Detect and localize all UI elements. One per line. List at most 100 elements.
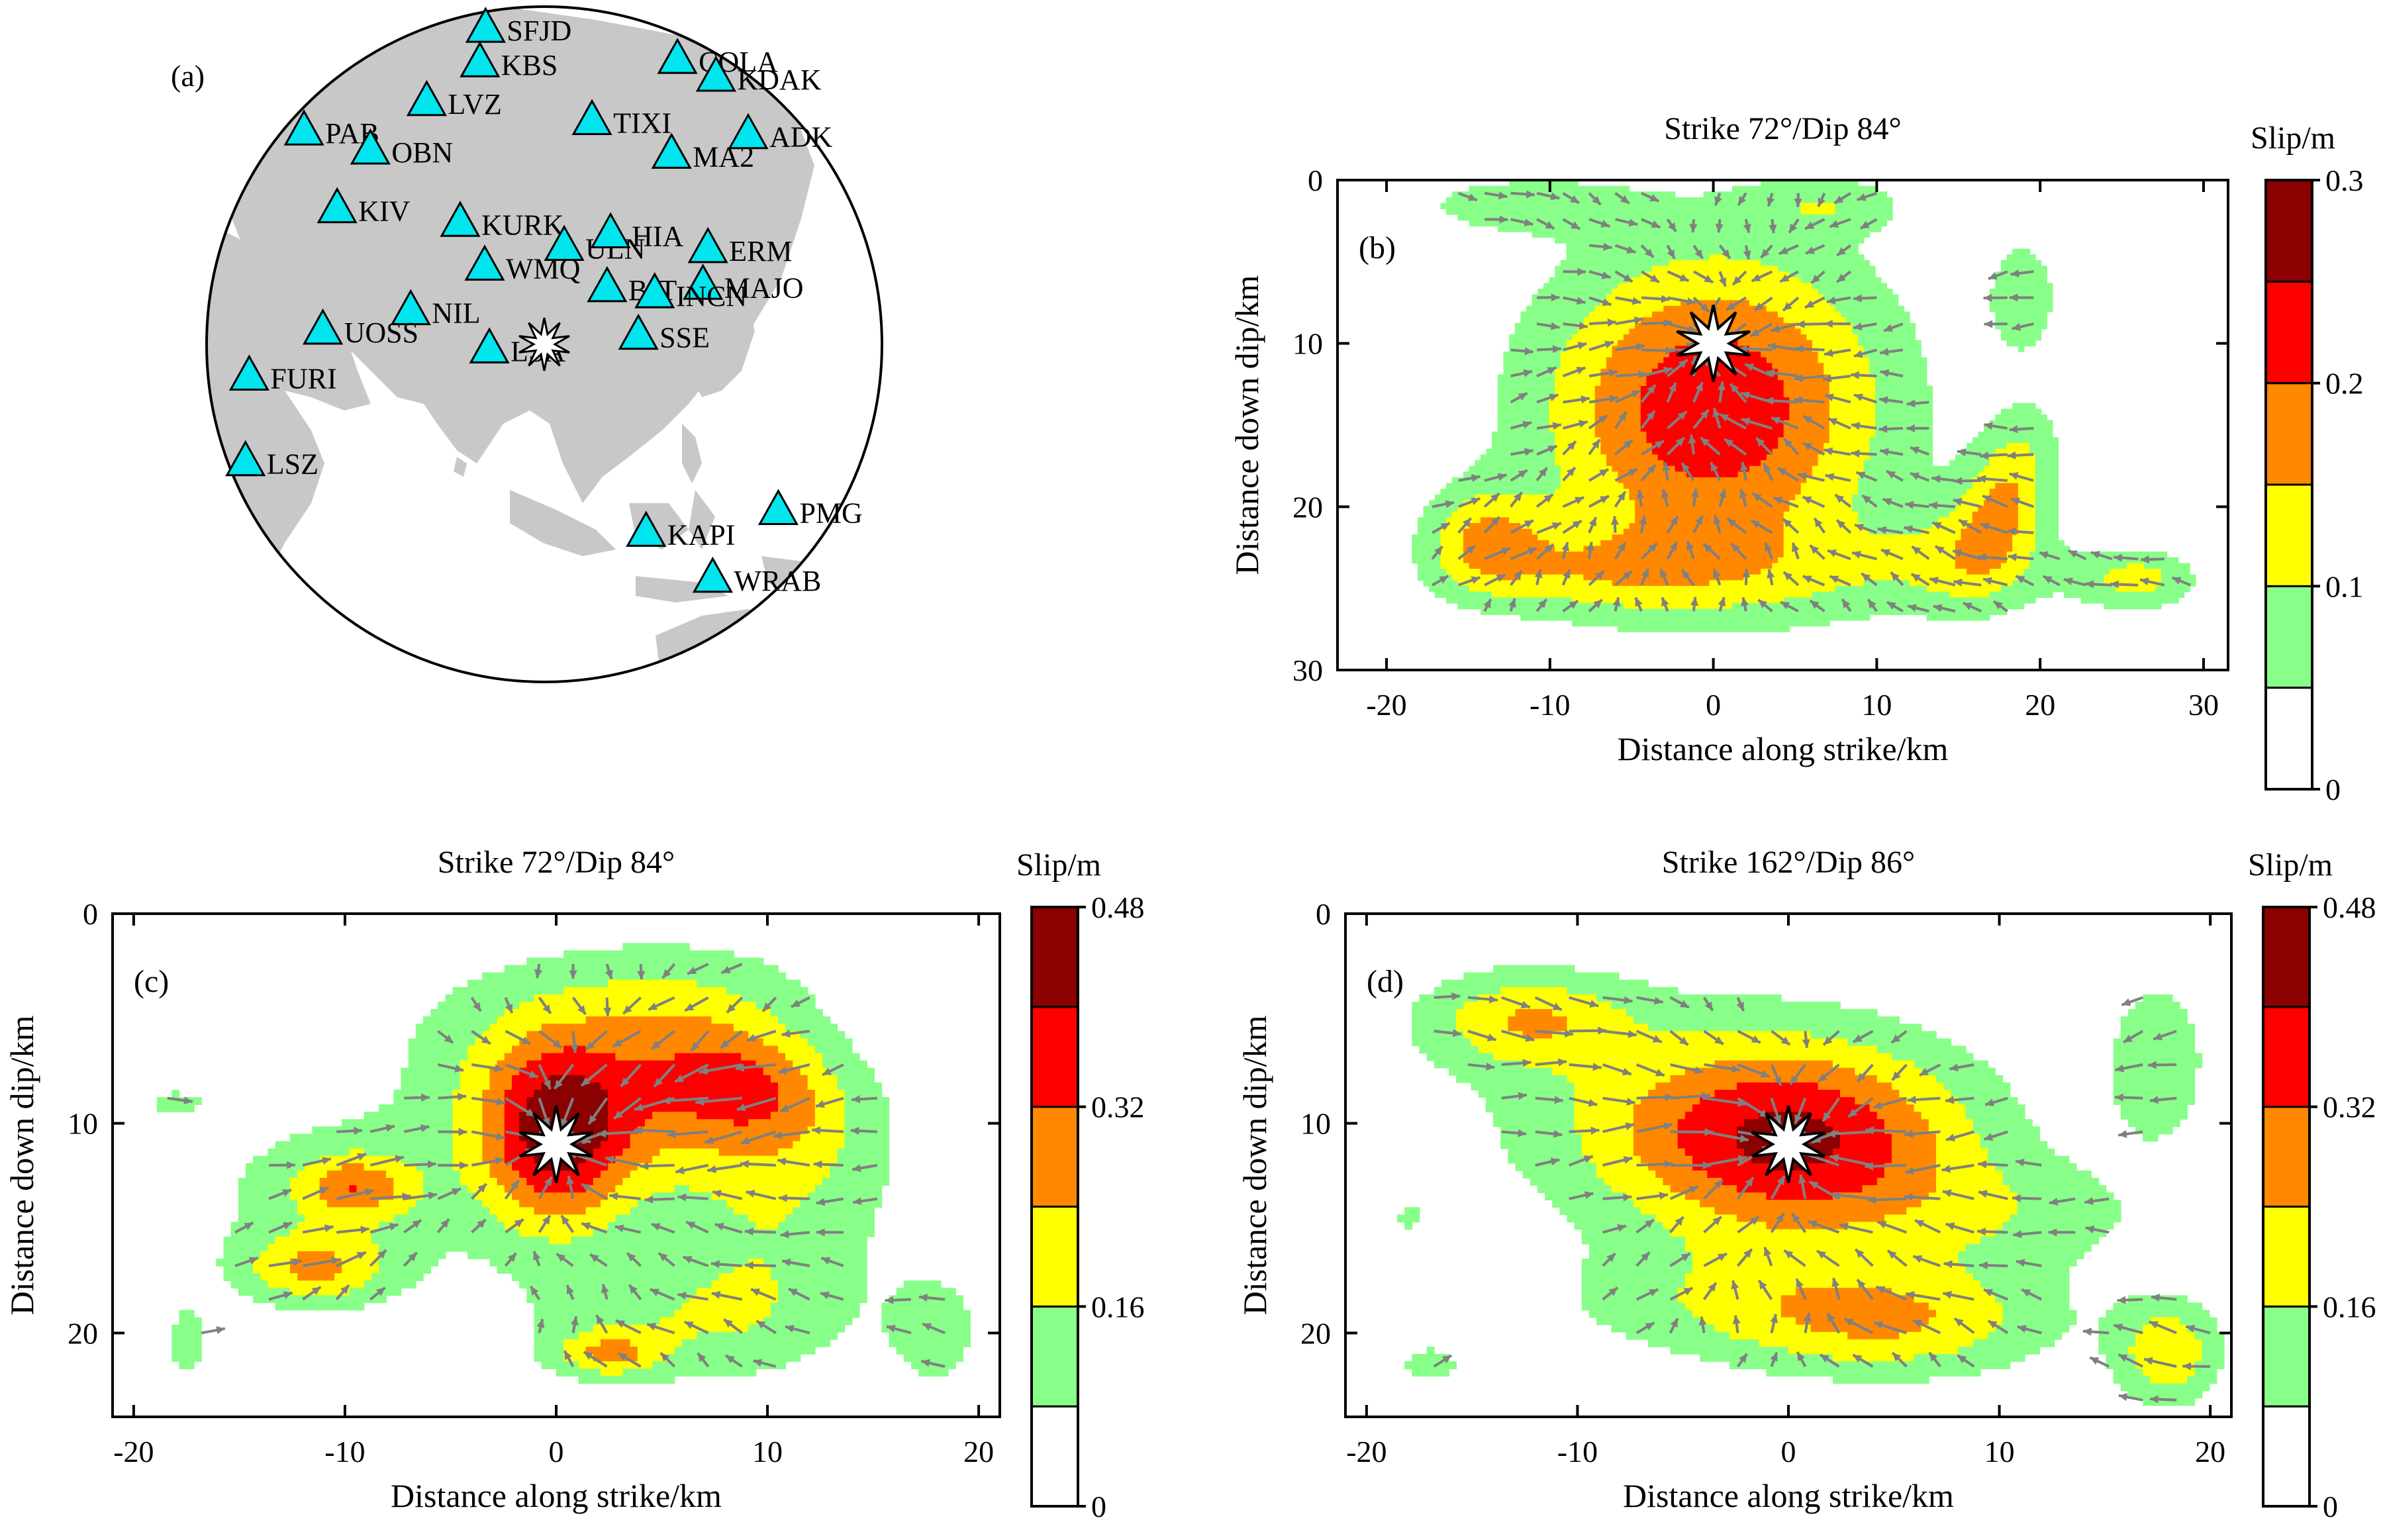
slip-arrow-head [1557,1058,1567,1067]
slip-arrow-head [1877,526,1887,534]
slip-arrow-head [1915,1220,1925,1228]
slip-arrow-head [1983,577,1992,585]
slip-arrow-head [440,1219,450,1228]
slip-arrow-head [745,1261,754,1270]
slip-arrow-head [1803,1313,1812,1322]
slip-arrow-head [1780,274,1790,282]
colorbar-tick-label-c: 0.48 [1091,890,1145,924]
colorbar-tick-label-b: 0.1 [2325,569,2364,603]
slip-arrow-head [778,1066,788,1075]
slip-arrow-head [1680,1253,1690,1262]
colorbar-tick-label-d: 0 [2323,1490,2338,1523]
slip-arrow-head [1770,1352,1778,1362]
slip-arrow-head [816,1198,826,1206]
slip-arrow-head [597,1130,607,1138]
colorbar-segment-d [2262,1006,2311,1108]
slip-arrow-head [1905,1167,1914,1175]
slip-arrow-head [699,1067,708,1075]
colorbar-segment-c [1030,1006,1079,1108]
slip-arrow-head [1796,320,1805,328]
station-triangle-uoss [303,308,344,345]
slip-arrow-head [603,1007,612,1016]
slip-arrow-head [1822,1112,1831,1122]
slip-arrow-head [662,969,671,979]
slip-arrow-head [691,1041,700,1051]
slip-arrow-head [412,1220,422,1228]
station-triangle-wmq [464,244,505,281]
slip-arrow-head [1452,1029,1462,1037]
slip-arrow-head [1649,1289,1659,1297]
panel-label-c: (c) [134,964,169,999]
slip-arrow-head [2153,1032,2163,1041]
slip-arrow-head [1771,324,1780,333]
slip-arrow-head [1820,1355,1829,1363]
slip-arrow-head [1727,518,1737,527]
slip-arrow-head [1774,1076,1782,1086]
slip-arrow-head [1931,475,1941,483]
slip-arrow-head [1641,1252,1650,1261]
slip-arrow-head [640,1162,649,1171]
slip-arrow-head [2068,550,2078,558]
slip-arrow-head [1731,1065,1740,1073]
slip-arrow-head [2115,1064,2124,1073]
slip-arrow-head [1543,494,1553,503]
slip-arrow-head [1773,1114,1782,1124]
land-eurasia [207,7,814,503]
slip-arrow-head [533,1251,541,1261]
slip-arrow-head [1855,1249,1865,1259]
slip-arrow-head [1603,242,1612,251]
slip-arrow-head [1978,1160,1987,1169]
slip-arrow-head [1593,599,1602,608]
slip-arrow-head [481,1035,491,1044]
slip-arrow-head [686,1222,696,1229]
slip-arrow-head [781,1030,791,1038]
slip-arrow-head [1805,221,1815,229]
station-label-kbs: KBS [501,49,558,81]
slip-arrow-head [714,1222,724,1231]
station-triangle-sse [618,313,659,350]
slip-arrow-head [1654,996,1663,1005]
slip-arrow-head [2021,1289,2031,1297]
slip-arrow-head [1545,221,1555,229]
slip-arrow-head [675,1166,685,1175]
station-label-incn: INCN [676,280,748,313]
slip-arrow-head [244,1222,254,1230]
slip-arrow-head [1665,1093,1674,1102]
slip-arrow-head [1811,274,1821,283]
slip-arrow-head [1910,472,1920,481]
slip-arrow-head [1913,1255,1923,1263]
slip-arrow-head [601,1284,609,1294]
slip-arrow-head [1623,273,1633,282]
slip-arrow-head [1710,462,1718,472]
slip-arrow-head [1761,248,1770,258]
slip-arrow-head [495,1157,504,1165]
slip-arrow-head [1695,382,1703,392]
slip-arrow-head [1501,548,1511,555]
slip-arrow-head [1661,597,1669,607]
slip-arrow-head [1904,1192,1913,1202]
slip-arrow-head [1547,367,1557,375]
slip-arrow-head [1861,573,1871,582]
slip-arrow-head [1929,1352,1938,1362]
slip-arrow-head [1769,224,1777,234]
slip-arrow-head [618,1353,628,1361]
slip-arrow-head [322,1157,331,1165]
slip-arrow-head [1814,518,1823,528]
slip-arrow-head [623,1005,632,1014]
slip-arrow-head [1628,1030,1637,1038]
slip-arrow-head [1794,344,1804,354]
slip-arrow-head [1886,471,1896,479]
colorbar-segment-d [2262,1305,2311,1408]
slip-arrow-head [1552,345,1561,354]
slip-arrow-head [852,1164,861,1173]
slip-arrow-head [1794,1114,1802,1124]
slip-arrow-head [1622,1067,1631,1076]
slip-arrow-head [1738,196,1747,205]
station-label-tixi: TIXI [613,107,671,140]
slip-arrow-head [1808,1220,1818,1228]
slip-arrow-head [589,1254,599,1263]
slip-arrow-head [1528,547,1537,555]
slip-arrow-head [354,1126,363,1135]
